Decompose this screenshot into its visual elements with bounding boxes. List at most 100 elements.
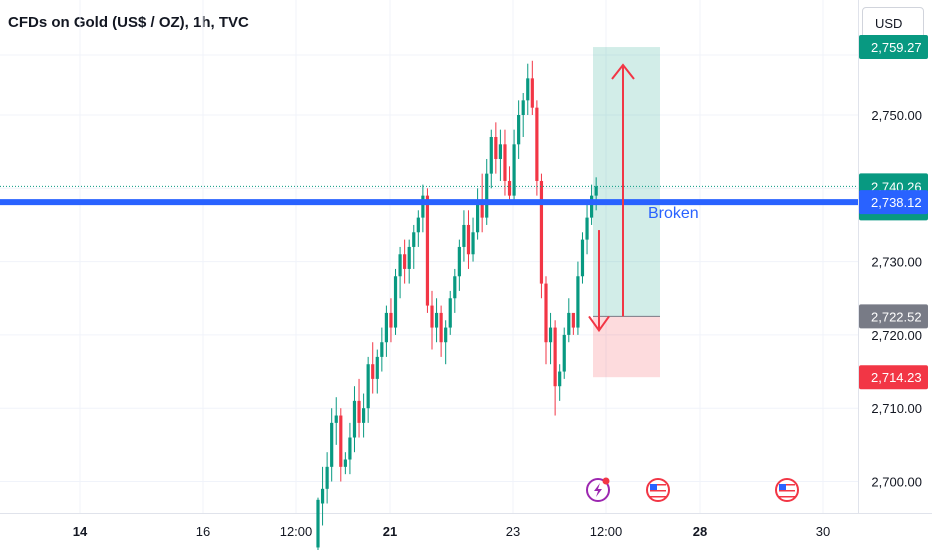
- candle-body: [434, 312, 439, 328]
- candle-body: [489, 136, 493, 174]
- candle-body: [539, 180, 544, 284]
- candle-body: [362, 408, 366, 423]
- candle-body: [558, 371, 562, 387]
- candle: [357, 378, 361, 438]
- candle: [421, 184, 425, 233]
- candle: [498, 129, 502, 181]
- price-tag: 2,759.27: [859, 35, 928, 60]
- candle: [348, 422, 352, 475]
- candle-body: [384, 312, 388, 343]
- down-arrow-head: [588, 315, 610, 333]
- candle-body: [462, 224, 466, 247]
- candle: [366, 356, 370, 423]
- candle: [571, 312, 575, 335]
- tag-price: 2,722.52: [871, 309, 922, 324]
- candle-body: [530, 78, 534, 108]
- candle: [380, 327, 384, 372]
- candle-body: [526, 78, 530, 101]
- candle-body: [453, 276, 457, 299]
- candle-body: [439, 312, 443, 343]
- flag-stripe: [779, 490, 795, 492]
- event-markers[interactable]: [586, 477, 799, 502]
- time-axis[interactable]: 14 16 12:00 21 23 12:00 28 30: [73, 524, 830, 539]
- candle: [457, 239, 461, 291]
- candle-body: [325, 466, 329, 489]
- candle-body: [476, 202, 480, 233]
- x-tick-label: 30: [816, 524, 830, 539]
- candle: [430, 290, 434, 350]
- candle-body: [553, 327, 557, 387]
- candle-body: [590, 195, 594, 218]
- y-tick-label: 2,750.00: [871, 108, 922, 123]
- y-tick-label: 2,720.00: [871, 328, 922, 343]
- candle-body: [366, 364, 370, 409]
- candle-body: [416, 217, 420, 233]
- broken-annotation: Broken: [648, 205, 699, 222]
- tag-box: [859, 190, 928, 215]
- x-tick-label: 16: [196, 524, 210, 539]
- x-tick-label: 12:00: [280, 524, 313, 539]
- candle-body: [403, 254, 407, 269]
- candle-body: [389, 312, 393, 328]
- x-tick-label: 14: [73, 524, 88, 539]
- flag-stripe: [650, 496, 666, 498]
- candle-body: [371, 364, 375, 379]
- candle-body: [343, 459, 347, 467]
- candle: [325, 452, 329, 504]
- candle-body: [352, 400, 357, 438]
- candle: [471, 217, 475, 262]
- candle: [453, 268, 457, 313]
- candle-body: [407, 246, 411, 269]
- candle: [412, 224, 416, 269]
- candle-body: [466, 224, 471, 255]
- flag-stripe: [650, 484, 666, 486]
- tag-price: 2,738.12: [871, 195, 922, 210]
- x-tick-label: 12:00: [590, 524, 623, 539]
- candle-body: [548, 327, 553, 343]
- candle-body: [535, 107, 539, 181]
- candle-body: [334, 415, 338, 423]
- candle-body: [348, 437, 352, 460]
- flag-stripe: [779, 484, 795, 486]
- candle-body: [594, 186, 598, 196]
- y-tick-label: 2,730.00: [871, 255, 922, 270]
- candle-body: [567, 312, 571, 335]
- candle: [403, 239, 407, 284]
- candle-body: [320, 488, 325, 504]
- candle-body: [503, 144, 507, 181]
- notification-dot: [602, 477, 610, 485]
- candle: [362, 393, 366, 438]
- price-tag: 2,738.12: [859, 190, 928, 215]
- candle-body: [571, 312, 575, 328]
- candle: [521, 93, 525, 137]
- long-position-tool[interactable]: [593, 47, 660, 378]
- candle: [316, 497, 320, 550]
- candle: [393, 268, 398, 335]
- candle: [535, 100, 539, 196]
- candle-body: [562, 334, 566, 372]
- flag-stripe: [779, 487, 795, 489]
- candle-body: [421, 195, 425, 218]
- up-arrow-head: [611, 63, 635, 80]
- candle: [398, 246, 402, 299]
- price-axis[interactable]: 2,750.002,740.002,730.002,720.002,710.00…: [871, 108, 922, 490]
- candle-body: [585, 217, 589, 240]
- flag-stripe: [650, 487, 666, 489]
- candle: [517, 100, 521, 159]
- y-tick-label: 2,710.00: [871, 401, 922, 416]
- candle: [548, 312, 553, 365]
- stop-zone: [593, 316, 660, 378]
- candle: [375, 349, 379, 394]
- flag-stripe: [779, 496, 795, 498]
- candle-body: [316, 499, 320, 548]
- candle: [466, 210, 471, 269]
- flag-stripe: [650, 490, 666, 492]
- candle: [503, 129, 507, 196]
- tag-price: 2,759.27: [871, 40, 922, 55]
- us-flag-icon: [646, 478, 670, 502]
- candle: [558, 364, 562, 401]
- candle: [530, 60, 534, 115]
- candle: [448, 290, 452, 335]
- chart-title: CFDs on Gold (US$ / OZ), 1h, TVC: [8, 14, 249, 31]
